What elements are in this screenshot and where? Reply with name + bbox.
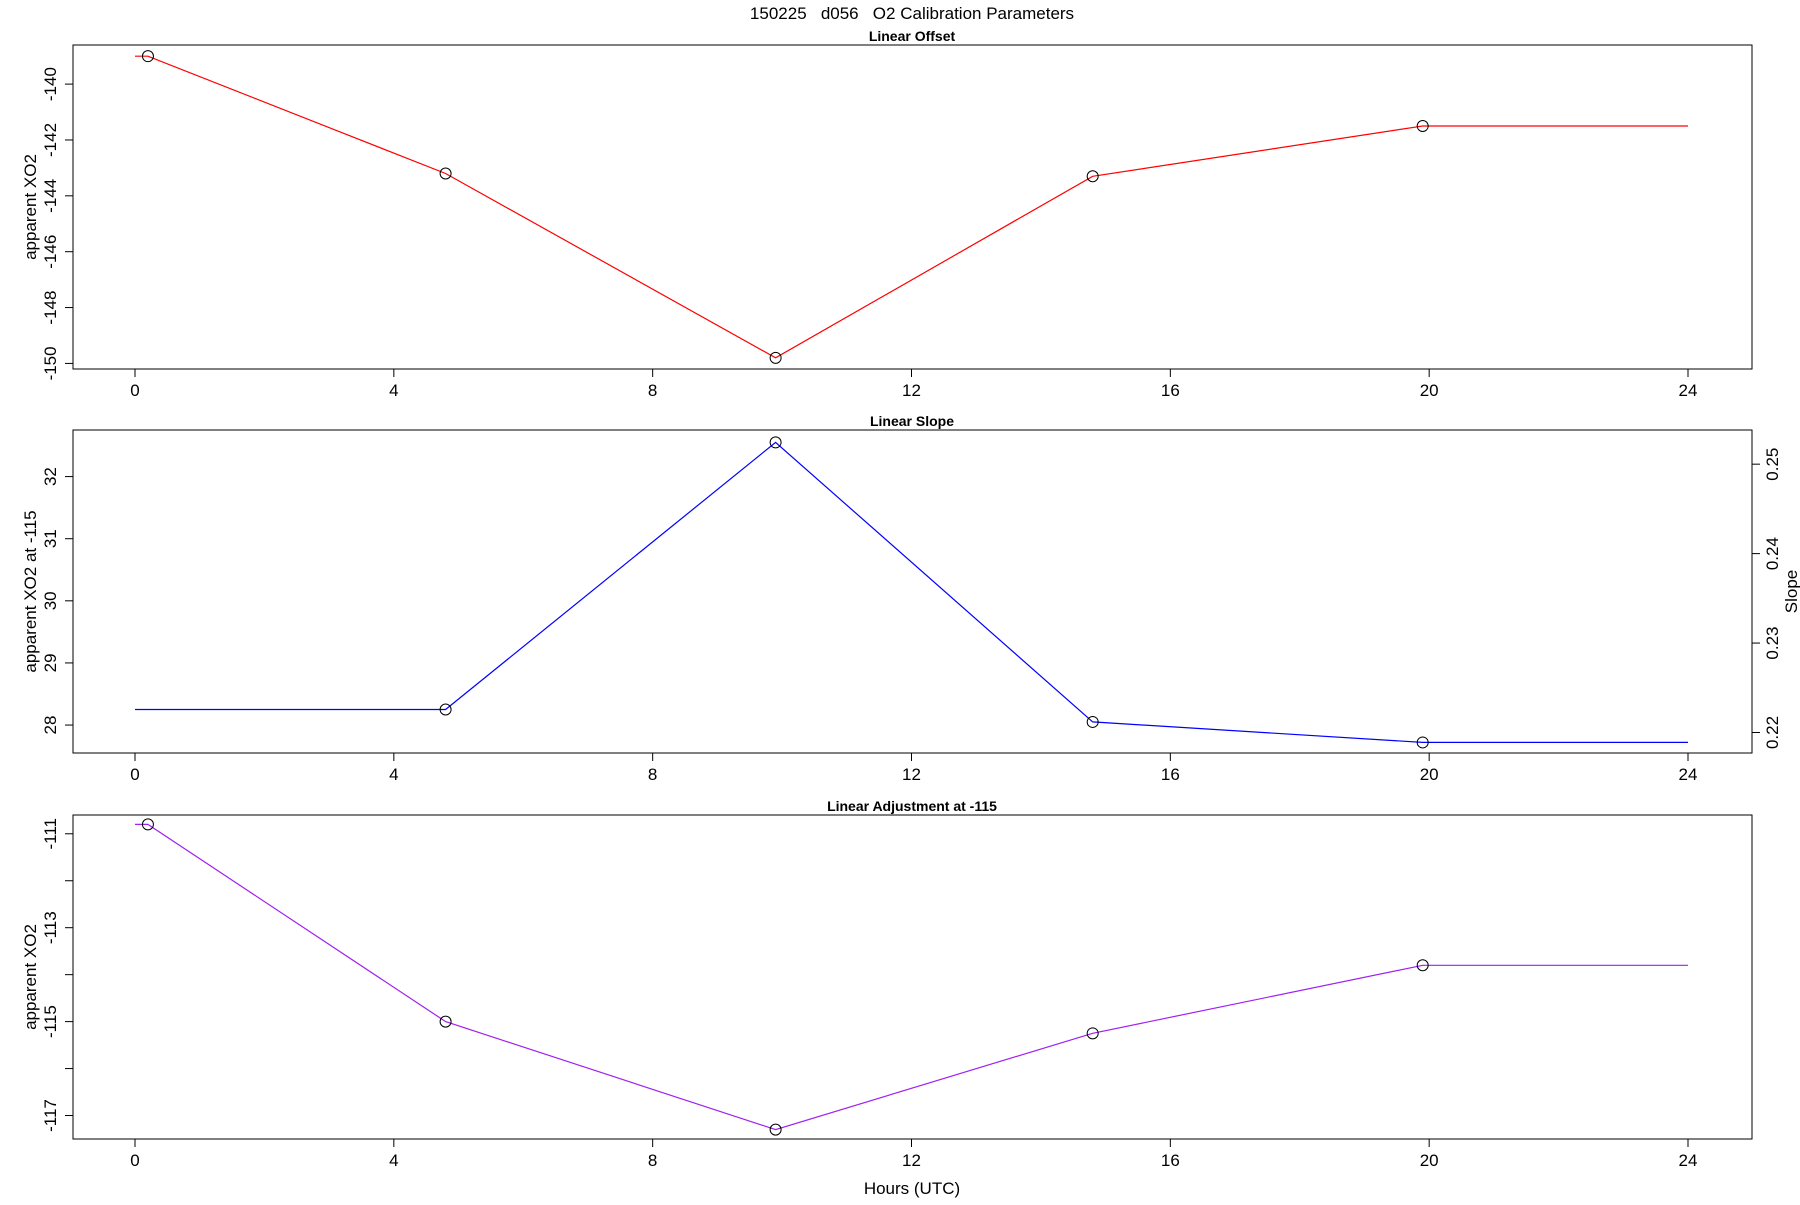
x-tick-label: 0 bbox=[130, 765, 139, 784]
y-tick-label: 32 bbox=[41, 467, 60, 486]
x-tick-label: 8 bbox=[648, 381, 657, 400]
right-y-tick-label: 0.22 bbox=[1763, 716, 1782, 749]
y-tick-label: -111 bbox=[41, 818, 60, 850]
plot-frame bbox=[72, 429, 1753, 754]
y-tick-label: 30 bbox=[41, 591, 60, 610]
y-tick-label: -142 bbox=[41, 123, 60, 157]
x-tick-label: 12 bbox=[902, 1151, 921, 1170]
x-tick-label: 24 bbox=[1679, 1151, 1698, 1170]
plot-frame bbox=[72, 44, 1753, 370]
data-point bbox=[769, 1123, 782, 1136]
panel-title: Linear Adjustment at -115 bbox=[827, 798, 997, 814]
series-line bbox=[135, 823, 1688, 1131]
panel-2: Linear Slope 0 4 8 12 16 20 24 28 29 30 31 32 apparen… bbox=[21, 413, 1800, 784]
data-point bbox=[1086, 170, 1099, 183]
y-tick-label: -115 bbox=[41, 1005, 60, 1038]
x-tick-label: 0 bbox=[130, 381, 139, 400]
y-axis-title: apparent XO2 bbox=[21, 924, 40, 1030]
panel-title: Linear Offset bbox=[869, 28, 956, 44]
y-tick-label: 28 bbox=[41, 716, 60, 735]
panel-1: Linear Offset 0 4 8 12 16 20 24 -150 -148 -146 -144… bbox=[21, 28, 1753, 400]
x-tick-label: 12 bbox=[902, 381, 921, 400]
right-y-tick-label: 0.24 bbox=[1763, 537, 1782, 570]
data-point bbox=[439, 703, 452, 716]
right-y-tick-label: 0.25 bbox=[1763, 448, 1782, 481]
x-tick-label: 24 bbox=[1679, 765, 1698, 784]
plot-frame bbox=[72, 814, 1753, 1140]
x-tick-label: 20 bbox=[1420, 1151, 1439, 1170]
x-tick-label: 8 bbox=[648, 765, 657, 784]
x-tick-label: 4 bbox=[389, 381, 398, 400]
x-tick-label: 8 bbox=[648, 1151, 657, 1170]
y-tick-label: -150 bbox=[41, 346, 60, 380]
right-y-axis-title: Slope bbox=[1782, 570, 1800, 613]
data-point bbox=[439, 1015, 452, 1028]
y-tick-label: 29 bbox=[41, 653, 60, 672]
x-tick-label: 20 bbox=[1420, 765, 1439, 784]
y-tick-label: -146 bbox=[41, 235, 60, 269]
x-tick-label: 16 bbox=[1161, 1151, 1180, 1170]
data-point bbox=[1416, 120, 1429, 132]
panels-group: Linear Offset 0 4 8 12 16 20 24 -150 -148 -146 -144… bbox=[21, 28, 1800, 1170]
data-point bbox=[141, 818, 154, 831]
x-tick-label: 12 bbox=[902, 765, 921, 784]
y-tick-label: -117 bbox=[41, 1099, 60, 1132]
data-point bbox=[439, 167, 452, 180]
figure-title: 150225 d056 O2 Calibration Parameters bbox=[750, 4, 1074, 23]
data-point bbox=[141, 50, 154, 63]
right-y-tick-label: 0.23 bbox=[1763, 627, 1782, 660]
y-axis-title: apparent XO2 at -115 bbox=[21, 510, 40, 672]
series-line bbox=[135, 441, 1688, 744]
x-tick-label: 20 bbox=[1420, 381, 1439, 400]
y-tick-label: -113 bbox=[41, 911, 60, 944]
data-point bbox=[769, 436, 782, 449]
x-tick-label: 16 bbox=[1161, 381, 1180, 400]
y-tick-label: -140 bbox=[41, 67, 60, 101]
x-tick-label: 16 bbox=[1161, 765, 1180, 784]
y-axis-title: apparent XO2 bbox=[21, 154, 40, 260]
data-point bbox=[1416, 736, 1429, 749]
y-tick-label: 31 bbox=[41, 529, 60, 548]
data-point bbox=[1416, 959, 1429, 972]
data-point bbox=[1086, 715, 1099, 728]
x-tick-label: 0 bbox=[130, 1151, 139, 1170]
data-point bbox=[1086, 1027, 1099, 1040]
panel-title: Linear Slope bbox=[870, 413, 954, 429]
data-point bbox=[769, 351, 782, 364]
y-tick-label: -144 bbox=[41, 179, 60, 213]
series-line bbox=[135, 55, 1688, 359]
x-tick-label: 4 bbox=[389, 765, 398, 784]
y-tick-label: -148 bbox=[41, 291, 60, 325]
panel-3: Linear Adjustment at -115 0 4 8 12 16 20 24 -117… bbox=[21, 798, 1753, 1170]
x-tick-label: 24 bbox=[1679, 381, 1698, 400]
x-tick-label: 4 bbox=[389, 1151, 398, 1170]
x-axis-label: Hours (UTC) bbox=[864, 1179, 960, 1198]
